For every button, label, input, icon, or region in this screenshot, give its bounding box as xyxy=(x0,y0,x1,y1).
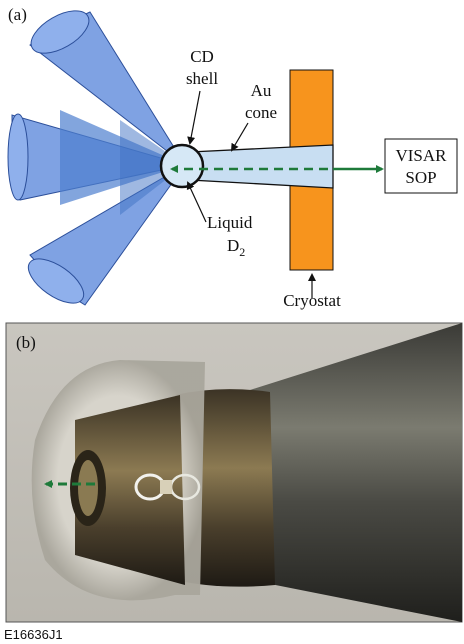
capsule xyxy=(161,145,203,187)
shell-label: shell xyxy=(186,69,218,88)
figure-id: E16636J1 xyxy=(4,627,63,642)
figure: (a) VISAR SOP CD shell Au cone Liquid D2… xyxy=(0,0,464,644)
beam-cones xyxy=(8,2,185,311)
au-label: Au xyxy=(251,81,272,100)
panel-label: (b) xyxy=(16,333,36,352)
pointer xyxy=(232,123,248,150)
panel-label: (a) xyxy=(8,5,27,24)
liquid-label: Liquid xyxy=(207,213,253,232)
page: {"panel_a": {"label": "(a)", "cd_shell":… xyxy=(0,0,464,644)
subscript: 2 xyxy=(239,245,245,259)
au-cone xyxy=(190,145,333,188)
sop-label: SOP xyxy=(405,168,436,187)
cryostat-label: Cryostat xyxy=(283,291,341,310)
pointer xyxy=(188,183,206,222)
pointer xyxy=(190,91,200,143)
cone-label: cone xyxy=(245,103,277,122)
visar-label: VISAR xyxy=(395,146,447,165)
photo xyxy=(6,323,462,622)
d2-label: D2 xyxy=(227,236,245,259)
d-text: D xyxy=(227,236,239,255)
cd-label: CD xyxy=(190,47,214,66)
